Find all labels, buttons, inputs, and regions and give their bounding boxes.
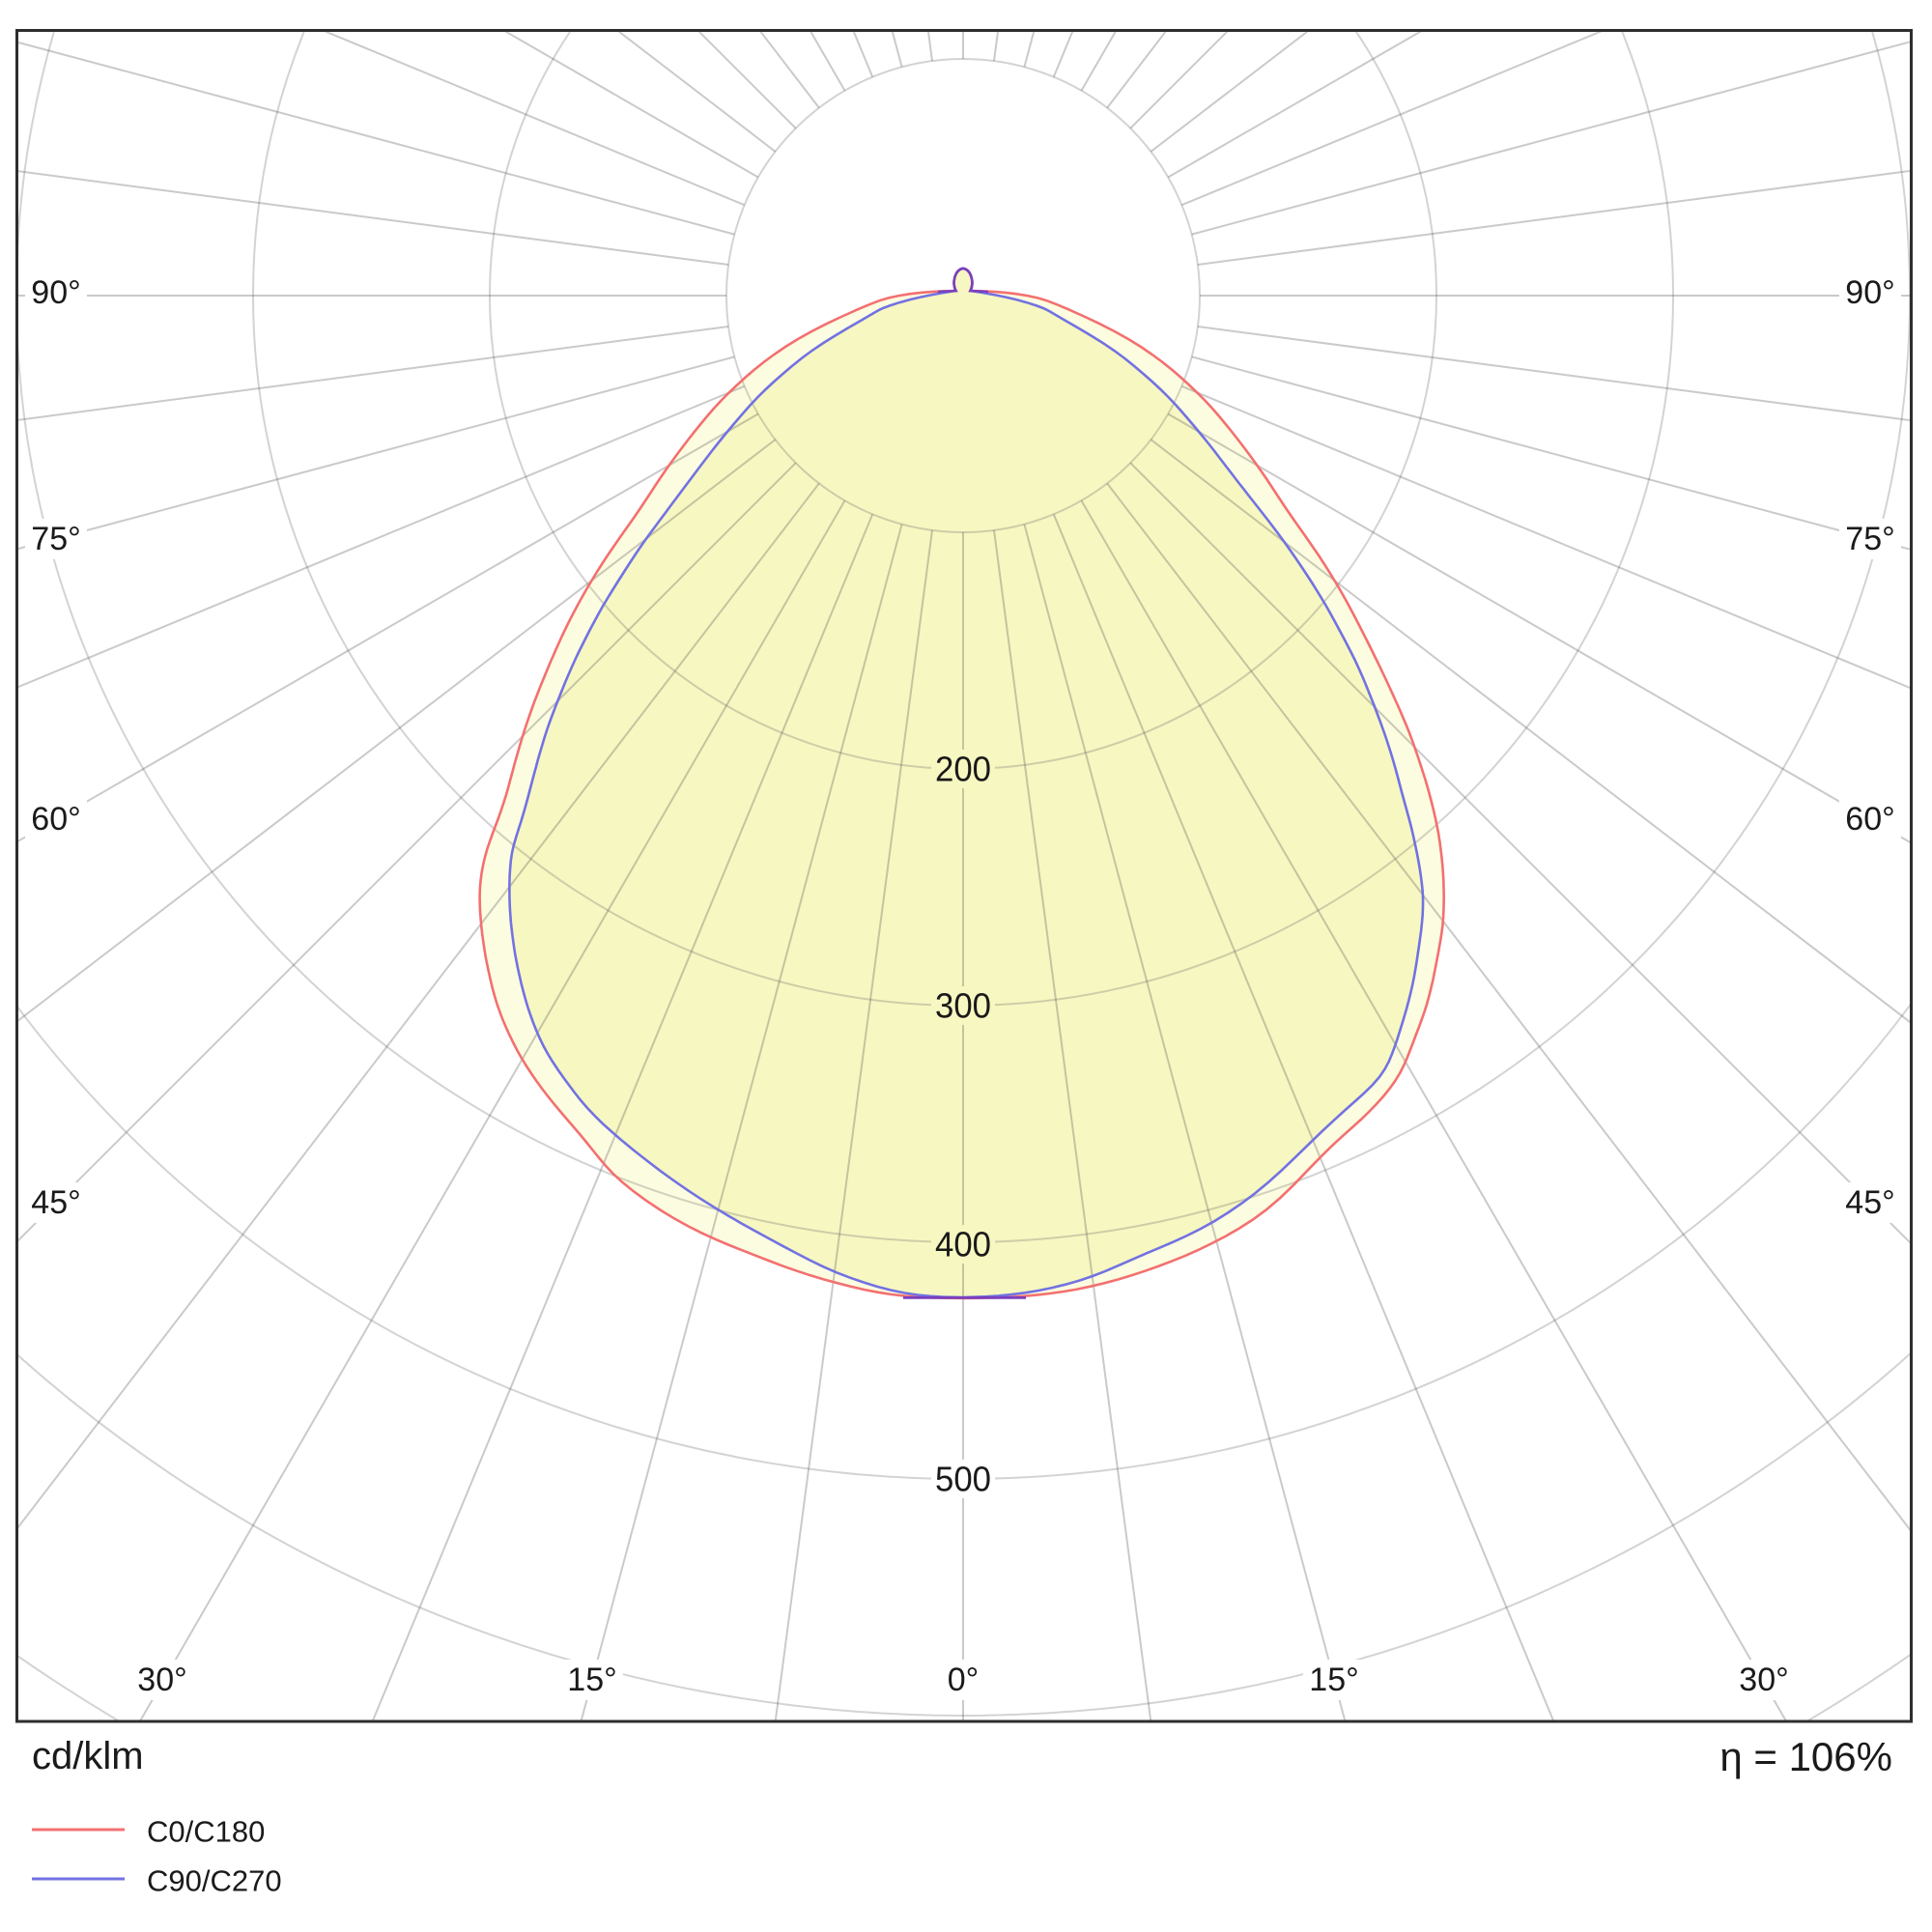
svg-text:60°: 60° xyxy=(1845,801,1894,838)
svg-text:30°: 30° xyxy=(1739,1662,1788,1698)
svg-text:75°: 75° xyxy=(31,521,80,557)
svg-text:C90/C270: C90/C270 xyxy=(147,1864,282,1898)
svg-text:cd/klm: cd/klm xyxy=(32,1735,144,1777)
svg-text:75°: 75° xyxy=(1845,521,1894,557)
svg-text:15°: 15° xyxy=(567,1662,616,1698)
svg-text:90°: 90° xyxy=(1845,274,1894,311)
svg-text:90°: 90° xyxy=(31,274,80,311)
svg-text:400: 400 xyxy=(935,1225,991,1264)
svg-text:45°: 45° xyxy=(1845,1184,1894,1221)
svg-text:300: 300 xyxy=(935,986,991,1026)
svg-text:30°: 30° xyxy=(137,1662,186,1698)
svg-text:200: 200 xyxy=(935,750,991,789)
svg-text:500: 500 xyxy=(935,1460,991,1499)
svg-text:0°: 0° xyxy=(948,1662,980,1698)
svg-text:15°: 15° xyxy=(1309,1662,1358,1698)
svg-text:60°: 60° xyxy=(31,801,80,838)
svg-text:η = 106%: η = 106% xyxy=(1719,1734,1892,1779)
svg-text:C0/C180: C0/C180 xyxy=(147,1815,265,1849)
svg-text:45°: 45° xyxy=(31,1184,80,1221)
